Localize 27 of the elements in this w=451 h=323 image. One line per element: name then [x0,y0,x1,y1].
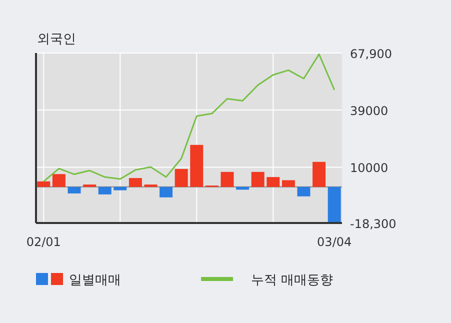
bar [282,180,295,187]
bar [52,174,66,187]
line-series [42,53,336,182]
bar [220,172,234,187]
legend-label: 일별매매 [69,273,121,288]
bar [174,168,188,187]
chart-title: 외국인 [37,32,76,47]
bar [98,186,112,194]
bar [328,186,341,223]
y-tick-label: -18,300 [350,217,396,231]
bar [128,178,142,187]
bar [312,162,326,187]
bar [190,144,204,187]
bar [266,177,280,187]
y-tick-label: 67,900 [350,47,392,61]
bar [160,186,173,198]
x-tick-label: 03/04 [317,235,352,249]
legend-label: 누적 매매동향 [251,273,334,288]
bar [236,186,250,190]
y-tick-label: 10000 [350,161,388,176]
y-tick-label: 39000 [350,104,388,118]
bar [68,186,81,194]
bar [251,172,264,187]
bar [37,181,50,187]
bar [297,186,310,196]
bar [114,186,127,190]
x-tick-label: 02/01 [26,235,61,249]
